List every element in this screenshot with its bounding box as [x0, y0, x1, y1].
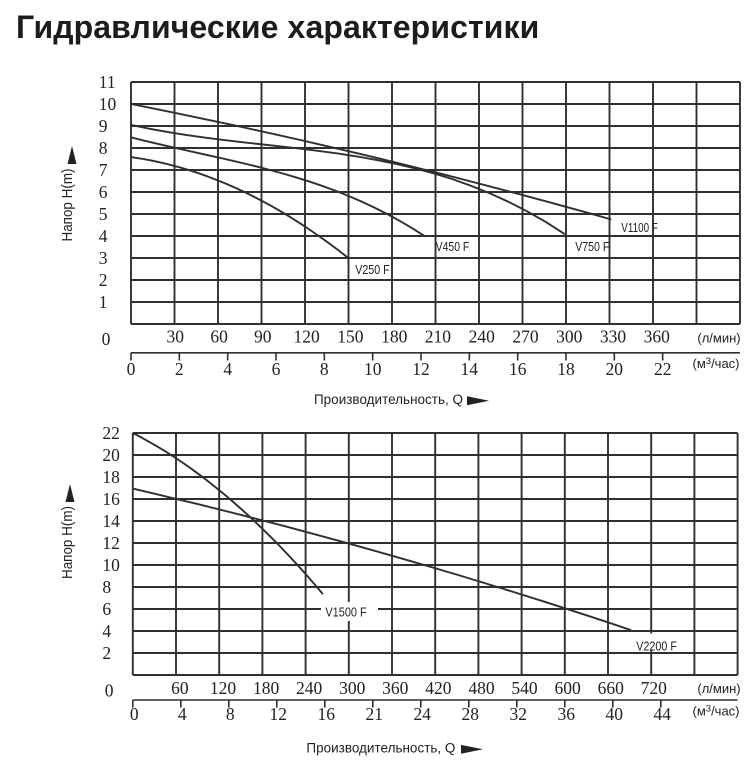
- svg-text:0: 0: [130, 704, 139, 724]
- svg-text:28: 28: [462, 704, 480, 724]
- svg-text:2: 2: [102, 643, 111, 663]
- svg-text:6: 6: [102, 599, 111, 619]
- svg-text:Производительность, Q: Производительность, Q: [314, 392, 463, 407]
- svg-text:(л/мин): (л/мин): [697, 331, 740, 346]
- svg-text:720: 720: [641, 678, 668, 698]
- svg-text:10: 10: [99, 94, 117, 114]
- svg-text:8: 8: [226, 704, 235, 724]
- svg-text:40: 40: [606, 704, 624, 724]
- svg-text:360: 360: [382, 678, 409, 698]
- svg-text:2: 2: [99, 270, 108, 290]
- svg-text:300: 300: [339, 678, 366, 698]
- svg-text:240: 240: [469, 327, 496, 347]
- svg-text:540: 540: [511, 678, 538, 698]
- svg-text:20: 20: [606, 359, 624, 379]
- svg-text:(л/мин): (л/мин): [697, 681, 740, 696]
- svg-text:0: 0: [102, 329, 111, 349]
- svg-text:4: 4: [99, 226, 108, 246]
- svg-text:600: 600: [554, 678, 581, 698]
- svg-text:1: 1: [99, 292, 108, 312]
- svg-text:V2200 F: V2200 F: [636, 639, 677, 654]
- svg-text:Производительность, Q: Производительность, Q: [306, 740, 455, 755]
- svg-text:12: 12: [412, 359, 430, 379]
- svg-text:11: 11: [99, 72, 116, 92]
- svg-text:180: 180: [253, 678, 280, 698]
- svg-text:24: 24: [414, 704, 432, 724]
- svg-text:6: 6: [99, 182, 108, 202]
- svg-text:4: 4: [102, 621, 111, 641]
- svg-text:36: 36: [558, 704, 576, 724]
- svg-text:2: 2: [175, 359, 184, 379]
- svg-text:4: 4: [178, 704, 187, 724]
- svg-text:9: 9: [99, 116, 108, 136]
- svg-text:660: 660: [598, 678, 625, 698]
- svg-text:21: 21: [366, 704, 384, 724]
- svg-text:360: 360: [644, 327, 671, 347]
- svg-text:330: 330: [600, 327, 627, 347]
- svg-text:8: 8: [99, 138, 108, 158]
- svg-text:30: 30: [167, 327, 185, 347]
- svg-text:180: 180: [381, 327, 408, 347]
- svg-text:6: 6: [272, 359, 281, 379]
- svg-text:V450 F: V450 F: [436, 239, 470, 254]
- svg-text:4: 4: [223, 359, 232, 379]
- svg-text:0: 0: [105, 681, 114, 701]
- svg-text:V1500 F: V1500 F: [325, 605, 366, 620]
- svg-text:10: 10: [364, 359, 382, 379]
- svg-text:8: 8: [320, 359, 329, 379]
- svg-text:16: 16: [509, 359, 527, 379]
- svg-text:14: 14: [461, 359, 479, 379]
- svg-text:60: 60: [171, 678, 189, 698]
- svg-text:16: 16: [318, 704, 336, 724]
- svg-text:210: 210: [425, 327, 452, 347]
- svg-text:270: 270: [512, 327, 539, 347]
- svg-text:150: 150: [337, 327, 364, 347]
- svg-text:7: 7: [99, 160, 108, 180]
- svg-text:12: 12: [102, 533, 120, 553]
- svg-text:20: 20: [102, 445, 120, 465]
- svg-text:480: 480: [468, 678, 495, 698]
- svg-text:8: 8: [102, 577, 111, 597]
- svg-text:(м3/час): (м3/час): [692, 356, 739, 371]
- svg-text:10: 10: [102, 555, 120, 575]
- svg-text:14: 14: [102, 511, 120, 531]
- svg-text:(м3/час): (м3/час): [692, 704, 739, 719]
- svg-text:120: 120: [210, 678, 237, 698]
- svg-text:5: 5: [99, 204, 108, 224]
- svg-text:3: 3: [99, 248, 108, 268]
- svg-text:90: 90: [254, 327, 272, 347]
- svg-text:V1100 F: V1100 F: [621, 220, 658, 235]
- svg-text:12: 12: [270, 704, 288, 724]
- svg-text:Напор H(m): Напор H(m): [59, 168, 76, 241]
- svg-text:420: 420: [425, 678, 452, 698]
- svg-text:Напор H(m): Напор H(m): [59, 506, 76, 579]
- svg-text:18: 18: [102, 467, 120, 487]
- svg-text:16: 16: [102, 489, 120, 509]
- svg-text:120: 120: [293, 327, 320, 347]
- svg-text:22: 22: [102, 423, 120, 443]
- svg-text:300: 300: [556, 327, 583, 347]
- svg-text:32: 32: [510, 704, 528, 724]
- svg-text:240: 240: [296, 678, 323, 698]
- svg-text:V250 F: V250 F: [355, 262, 390, 277]
- svg-text:0: 0: [127, 359, 136, 379]
- svg-text:44: 44: [654, 704, 672, 724]
- svg-text:22: 22: [654, 359, 672, 379]
- svg-text:60: 60: [210, 327, 228, 347]
- svg-text:V750 F: V750 F: [575, 239, 609, 254]
- svg-text:18: 18: [557, 359, 575, 379]
